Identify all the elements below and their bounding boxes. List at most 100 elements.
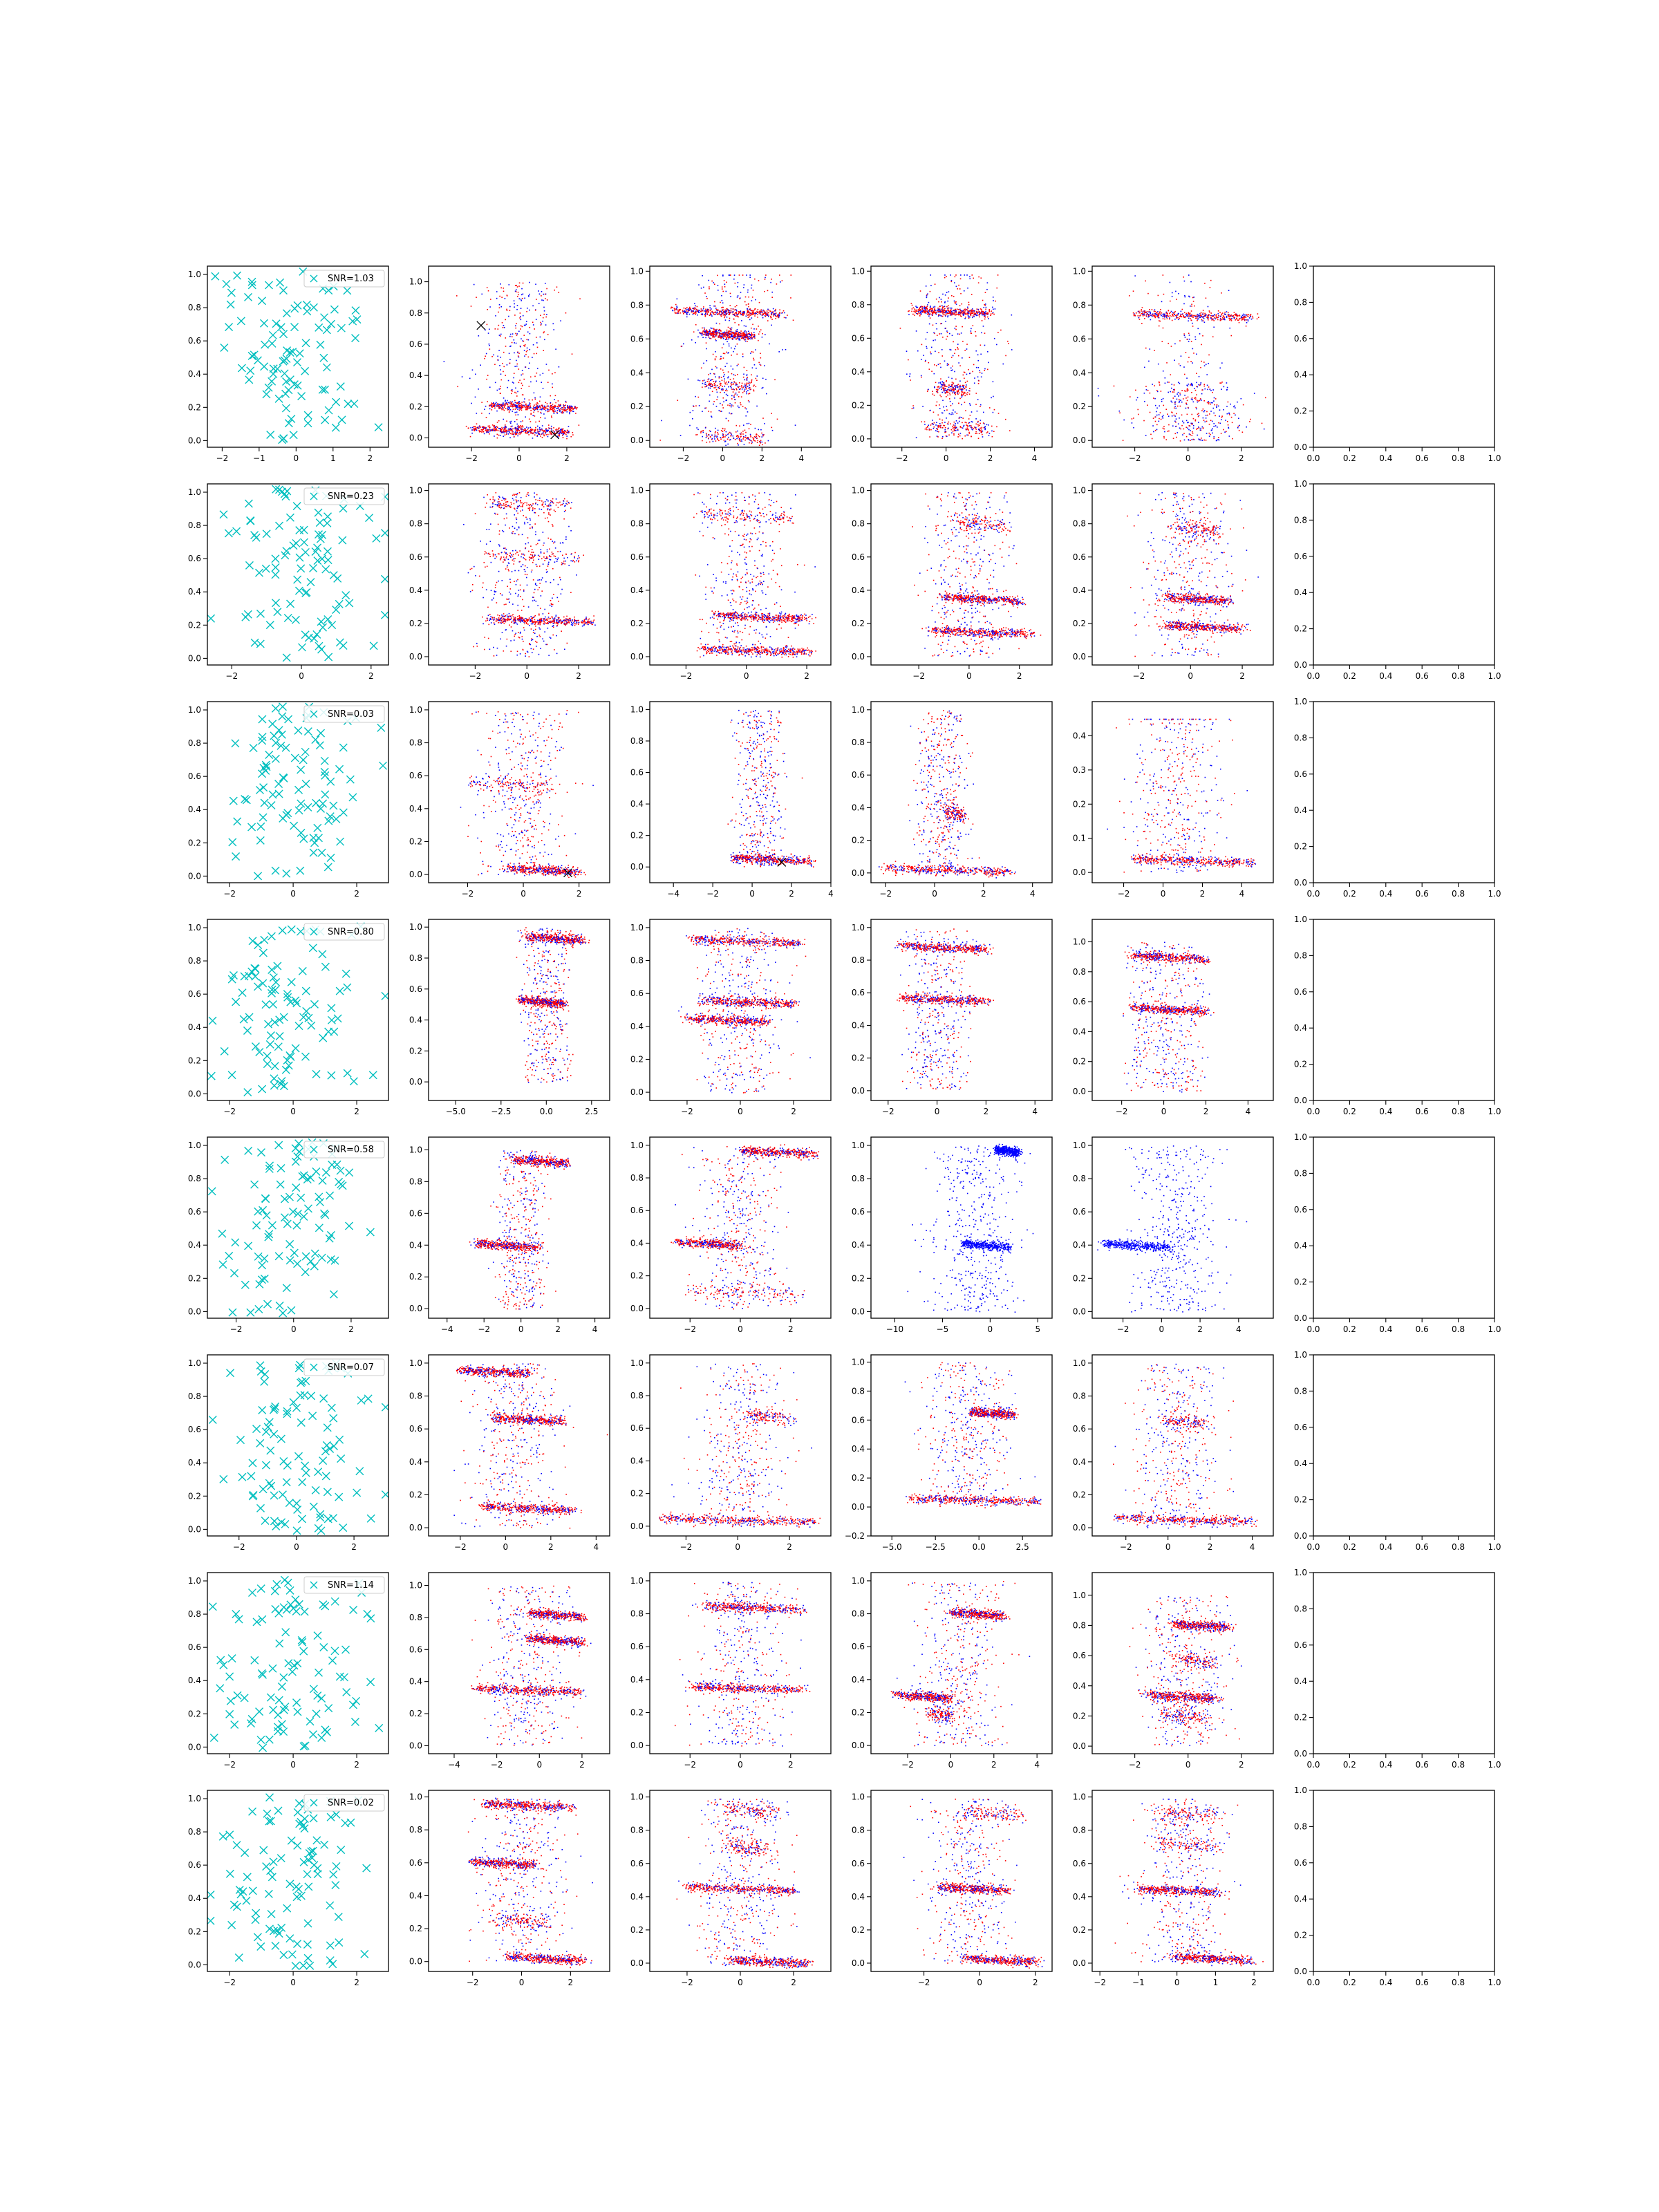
data-point (1226, 431, 1227, 433)
data-point (944, 410, 946, 411)
data-point (1200, 366, 1201, 368)
data-point (682, 310, 684, 311)
data-point (1250, 418, 1251, 420)
data-point (938, 310, 939, 312)
data-point (743, 435, 744, 438)
data-point (959, 384, 961, 386)
data-point (719, 310, 720, 312)
data-point (743, 444, 745, 445)
data-point (1212, 336, 1214, 338)
data-point (551, 432, 552, 434)
data-point (709, 387, 711, 389)
data-point (1152, 313, 1154, 315)
data-point (237, 364, 246, 373)
data-point (545, 402, 547, 404)
data-point (1220, 317, 1221, 319)
data-point (1174, 343, 1176, 345)
data-point (1162, 274, 1164, 276)
data-point (1141, 310, 1142, 312)
data-point (687, 308, 689, 310)
data-point (514, 404, 516, 406)
data-point (509, 310, 511, 311)
data-point (745, 304, 747, 306)
data-point (559, 434, 561, 435)
data-point (688, 306, 691, 308)
data-point (473, 428, 475, 430)
data-point (715, 333, 717, 335)
data-point (514, 411, 516, 413)
data-point (545, 431, 546, 433)
data-point (319, 353, 328, 362)
data-point (505, 319, 507, 321)
data-point (739, 433, 741, 435)
data-point (969, 390, 971, 392)
data-point (1172, 312, 1174, 314)
data-point (934, 310, 935, 312)
data-point (561, 409, 563, 411)
data-point (709, 286, 710, 288)
data-point (696, 434, 698, 435)
data-point (984, 370, 985, 371)
data-point (713, 313, 715, 315)
data-point (696, 314, 698, 316)
data-point (1205, 418, 1207, 419)
data-point (572, 411, 574, 413)
data-point (514, 306, 515, 308)
data-point (750, 436, 752, 438)
data-point (1244, 318, 1246, 320)
data-point (919, 312, 920, 314)
data-point (1205, 364, 1207, 365)
data-point (570, 406, 572, 408)
data-point (990, 315, 992, 317)
data-point (511, 388, 513, 391)
data-point (944, 384, 946, 386)
data-point (762, 309, 764, 311)
data-point (975, 429, 977, 430)
data-point (941, 306, 944, 308)
data-point (704, 331, 706, 333)
data-point (502, 431, 504, 433)
data-point (756, 312, 758, 313)
data-point (1179, 340, 1181, 341)
data-point (493, 430, 494, 431)
data-point (534, 397, 536, 399)
data-point (547, 429, 549, 431)
data-point (735, 435, 738, 438)
data-point (741, 386, 742, 388)
data-point (1149, 411, 1151, 413)
data-point (944, 312, 946, 313)
data-point (716, 435, 718, 437)
data-point (743, 325, 745, 327)
data-point (939, 306, 941, 307)
centroid-marker (476, 321, 486, 330)
data-point (499, 364, 500, 366)
data-point (518, 402, 520, 404)
data-point (976, 308, 978, 310)
data-point (1199, 313, 1201, 315)
data-point (489, 299, 491, 300)
data-point (516, 406, 518, 408)
data-point (552, 407, 554, 409)
data-point (489, 413, 490, 415)
data-point (954, 318, 956, 319)
data-point (708, 279, 710, 281)
data-point (701, 309, 703, 311)
data-point (530, 409, 532, 411)
y-tick-label: 1.0 (409, 277, 422, 287)
data-point (552, 323, 554, 325)
data-point (976, 433, 978, 434)
data-point (954, 353, 955, 355)
data-point (969, 310, 971, 312)
data-point (747, 333, 748, 335)
data-point (733, 350, 734, 353)
data-point (937, 390, 939, 391)
data-point (710, 384, 712, 386)
data-point (562, 437, 564, 438)
data-point (494, 382, 496, 384)
data-point (558, 427, 559, 429)
data-point (738, 339, 740, 341)
data-point (966, 380, 968, 382)
data-point (505, 427, 507, 429)
data-point (1176, 398, 1178, 400)
data-point (1174, 318, 1176, 320)
